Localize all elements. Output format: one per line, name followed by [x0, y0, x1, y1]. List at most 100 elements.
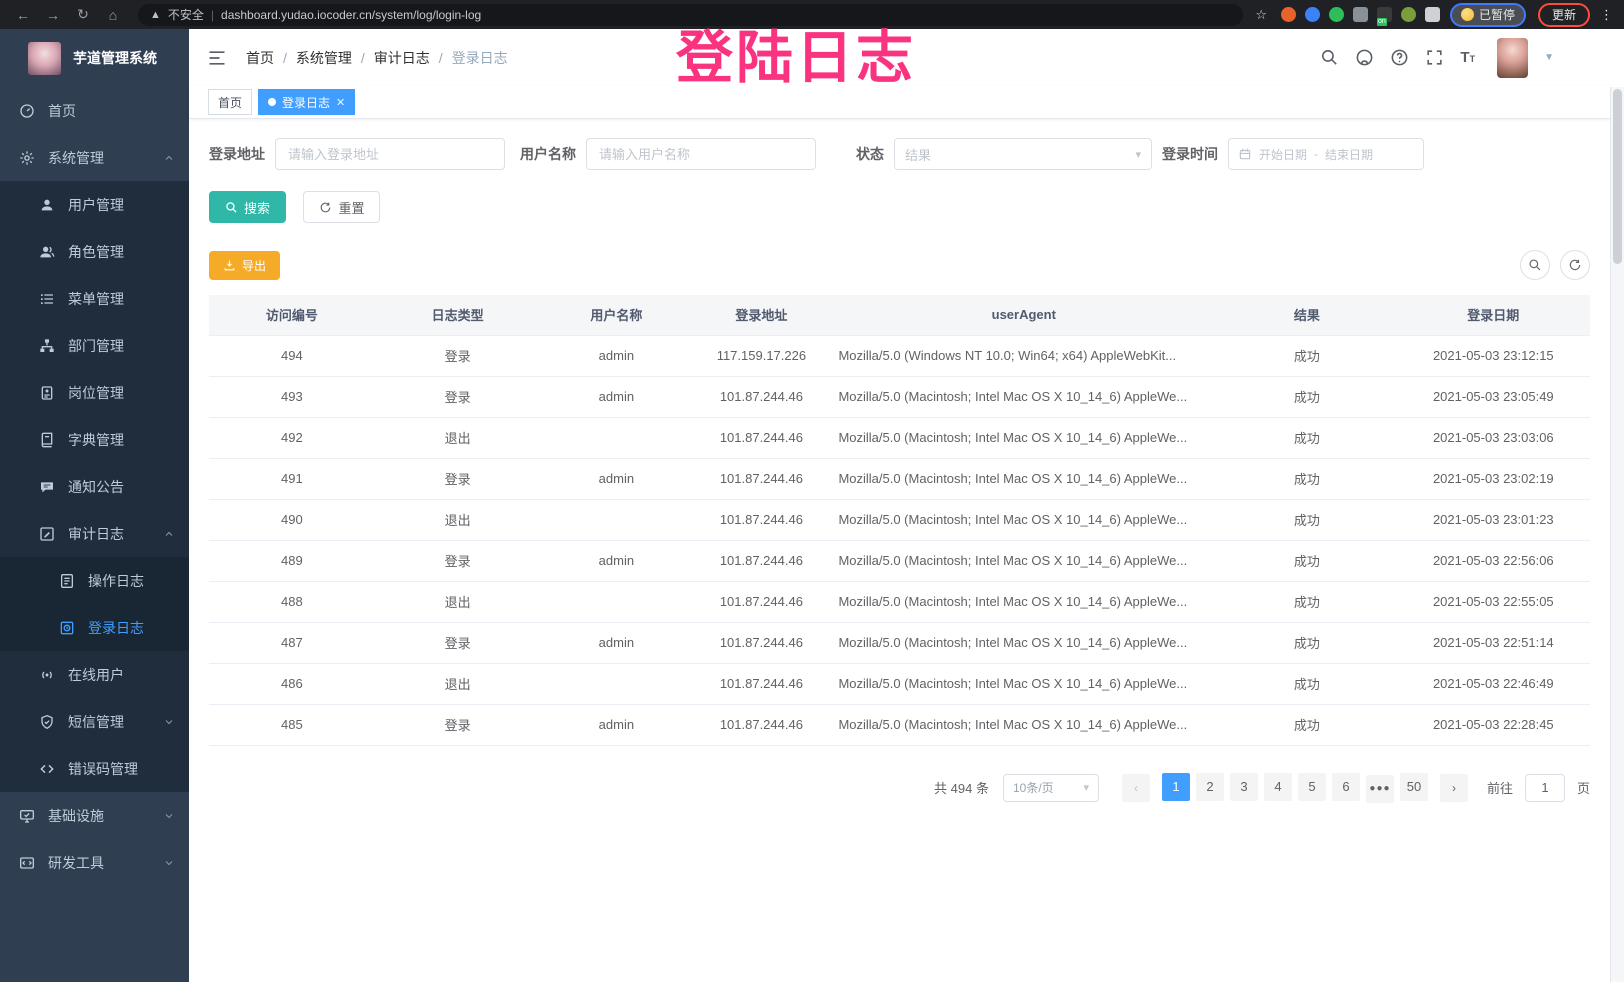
- page-button-6[interactable]: 6: [1331, 772, 1360, 801]
- sidebar-item-12[interactable]: 在线用户: [0, 651, 189, 698]
- sidebar-item-4[interactable]: 菜单管理: [0, 275, 189, 322]
- cell-log-type: 退出: [374, 499, 541, 541]
- chevron-down-icon: [163, 857, 175, 869]
- extension-tampermonkey-icon[interactable]: on: [1376, 7, 1392, 26]
- browser-menu-icon[interactable]: ⋮: [1600, 6, 1614, 22]
- scrollbar-track[interactable]: [1610, 87, 1624, 982]
- fullscreen-icon[interactable]: [1425, 48, 1444, 67]
- table-row: 486 退出 101.87.244.46 Mozilla/5.0 (Macintosh…: [209, 663, 1590, 705]
- toggle-search-icon[interactable]: [1520, 250, 1550, 280]
- sidebar-item-label: 用户管理: [68, 196, 124, 213]
- close-icon[interactable]: ✕: [336, 96, 346, 109]
- cell-login-date: 2021-05-03 23:02:19: [1396, 458, 1590, 500]
- extension-blue-gem-icon[interactable]: [1304, 7, 1320, 22]
- sidebar-item-1[interactable]: 系统管理: [0, 134, 189, 181]
- page-button-4[interactable]: 4: [1263, 772, 1292, 801]
- sidebar-item-8[interactable]: 通知公告: [0, 463, 189, 510]
- table-row: 494 登录 admin 117.159.17.226 Mozilla/5.0 (Win…: [209, 335, 1590, 377]
- cell-login-address: 101.87.244.46: [692, 458, 831, 500]
- cell-login-address: 101.87.244.46: [692, 663, 831, 705]
- search-icon: [226, 201, 237, 213]
- page-button-50[interactable]: 50: [1399, 772, 1428, 801]
- sidebar-item-14[interactable]: 错误码管理: [0, 745, 189, 792]
- sidebar-item-15[interactable]: 基础设施: [0, 792, 189, 839]
- dashboard-icon: [19, 103, 35, 119]
- page-button-1[interactable]: 1: [1161, 772, 1190, 801]
- browser-reload-icon[interactable]: ↻: [77, 6, 89, 22]
- extension-olive-icon[interactable]: [1400, 7, 1416, 22]
- tag-1[interactable]: 登录日志 ✕: [258, 89, 356, 115]
- tag-label: 首页: [218, 95, 243, 110]
- browser-back-icon[interactable]: ←: [16, 6, 30, 23]
- tag-label: 登录日志: [282, 95, 331, 110]
- sidebar-item-9[interactable]: 审计日志: [0, 510, 189, 557]
- sidebar-item-6[interactable]: 岗位管理: [0, 369, 189, 416]
- sidebar-item-7[interactable]: 字典管理: [0, 416, 189, 463]
- sidebar-item-13[interactable]: 短信管理: [0, 698, 189, 745]
- header-login-address: 登录地址: [692, 295, 831, 336]
- org-tree-icon: [39, 338, 55, 354]
- breadcrumb-separator: /: [360, 49, 365, 66]
- browser-home-icon[interactable]: ⌂: [108, 6, 118, 23]
- select-caret-icon: ▾: [1083, 782, 1089, 794]
- extension-puzzle-icon[interactable]: [1424, 7, 1440, 22]
- filter-buttons: 搜索 重置: [209, 191, 1590, 223]
- login-address-input[interactable]: [275, 138, 505, 170]
- page-ellipsis[interactable]: ●●●: [1365, 774, 1394, 803]
- font-size-icon[interactable]: TT: [1460, 49, 1476, 66]
- browser-update-button[interactable]: 更新: [1537, 2, 1590, 27]
- github-icon[interactable]: [1355, 48, 1374, 67]
- sidebar-item-5[interactable]: 部门管理: [0, 322, 189, 369]
- page-button-5[interactable]: 5: [1297, 772, 1326, 801]
- browser-forward-icon[interactable]: →: [46, 6, 60, 23]
- date-range-picker[interactable]: 开始日期 - 结束日期: [1228, 138, 1424, 170]
- sidebar-item-11[interactable]: 登录日志: [0, 604, 189, 651]
- extension-grey-blue-icon[interactable]: [1352, 7, 1368, 22]
- sidebar-logo[interactable]: 芋道管理系统: [0, 29, 189, 87]
- emoji-icon: [1460, 8, 1474, 21]
- search-icon[interactable]: [1320, 48, 1339, 67]
- breadcrumb-item-1[interactable]: 系统管理: [295, 49, 352, 66]
- page-size-select[interactable]: 10条/页 ▾: [1002, 773, 1099, 802]
- profile-paused-chip[interactable]: 已暂停: [1449, 2, 1526, 27]
- sidebar-item-label: 系统管理: [48, 149, 104, 166]
- help-icon[interactable]: [1390, 48, 1409, 67]
- main-area: 首页 / 系统管理 / 审计日志 / 登录日志 TT ▼ 首页 登录日志 ✕: [189, 29, 1624, 982]
- refresh-table-icon[interactable]: [1560, 250, 1590, 280]
- reset-button[interactable]: 重置: [303, 191, 381, 223]
- page-button-2[interactable]: 2: [1195, 772, 1224, 801]
- status-select[interactable]: 结果 ▾: [894, 138, 1152, 170]
- sidebar-item-0[interactable]: 首页: [0, 87, 189, 134]
- scrollbar-thumb[interactable]: [1613, 89, 1622, 264]
- goto-page-input[interactable]: [1524, 773, 1565, 802]
- cell-username: [540, 581, 693, 623]
- hamburger-icon[interactable]: [207, 47, 229, 69]
- export-button-label: 导出: [242, 258, 267, 273]
- sidebar-item-2[interactable]: 用户管理: [0, 181, 189, 228]
- breadcrumb-item-0[interactable]: 首页: [246, 49, 274, 66]
- cell-id: 492: [209, 417, 375, 459]
- extension-green-heart-icon[interactable]: [1328, 7, 1344, 22]
- user-avatar[interactable]: [1497, 37, 1529, 78]
- tag-0[interactable]: 首页: [208, 89, 253, 115]
- sidebar-item-label: 通知公告: [68, 478, 124, 495]
- sidebar-item-label: 首页: [48, 102, 76, 119]
- sidebar-item-16[interactable]: 研发工具: [0, 839, 189, 886]
- breadcrumb-item-2[interactable]: 审计日志: [373, 49, 430, 66]
- sidebar-item-label: 审计日志: [68, 525, 124, 542]
- search-button[interactable]: 搜索: [209, 191, 287, 223]
- sidebar-item-10[interactable]: 操作日志: [0, 557, 189, 604]
- extension-orange-icon[interactable]: [1280, 7, 1296, 22]
- prev-page-button[interactable]: ‹: [1121, 773, 1150, 802]
- export-button[interactable]: 导出: [209, 250, 281, 280]
- reset-button-label: 重置: [338, 200, 365, 216]
- page-button-3[interactable]: 3: [1229, 772, 1258, 801]
- bookmark-star-icon[interactable]: ☆: [1255, 6, 1267, 22]
- next-page-button[interactable]: ›: [1439, 773, 1468, 802]
- username-input[interactable]: [586, 138, 816, 170]
- page-unit-label: 页: [1576, 781, 1590, 796]
- select-caret-icon: ▾: [1135, 148, 1141, 161]
- sidebar-item-3[interactable]: 角色管理: [0, 228, 189, 275]
- chevron-down-icon[interactable]: ▼: [1544, 52, 1554, 63]
- address-bar[interactable]: ▲ 不安全 | dashboard.yudao.iocoder.cn/syste…: [138, 3, 1244, 26]
